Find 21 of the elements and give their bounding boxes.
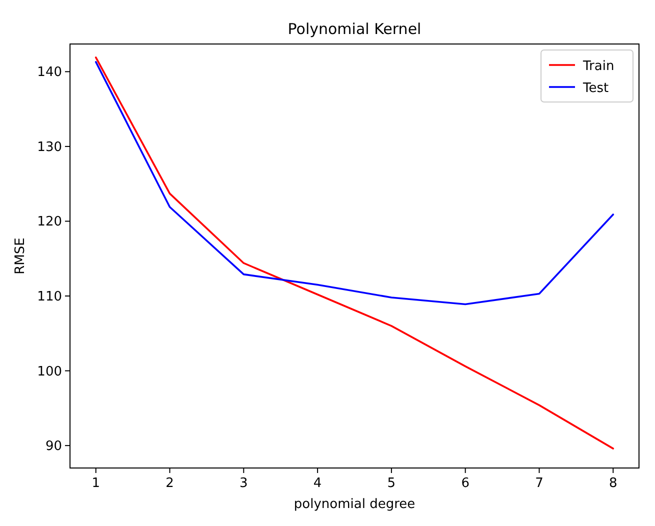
legend-label: Train [582, 59, 614, 74]
x-tick-label: 4 [313, 476, 322, 491]
y-tick-label: 110 [37, 290, 62, 305]
y-tick-label: 120 [37, 214, 62, 230]
x-tick-label: 6 [461, 476, 470, 491]
x-axis-title: polynomial degree [294, 497, 416, 512]
x-tick-label: 3 [240, 476, 248, 491]
x-tick-label: 1 [92, 476, 100, 491]
x-tick-label: 7 [535, 476, 544, 491]
x-tick-label: 8 [608, 476, 618, 491]
x-tick-label: 5 [387, 476, 396, 491]
line-series [94, 56, 614, 450]
y-tick-label: 90 [45, 439, 62, 454]
y-tick-label: 130 [37, 140, 62, 155]
y-tick-label: 100 [37, 364, 62, 380]
line-series [94, 61, 614, 306]
chart-title: Polynomial Kernel [288, 20, 422, 38]
y-axis-title: RMSE [13, 238, 28, 274]
legend-label: Test [582, 81, 609, 96]
x-tick-label: 2 [166, 476, 174, 491]
y-tick-label: 140 [37, 65, 62, 80]
